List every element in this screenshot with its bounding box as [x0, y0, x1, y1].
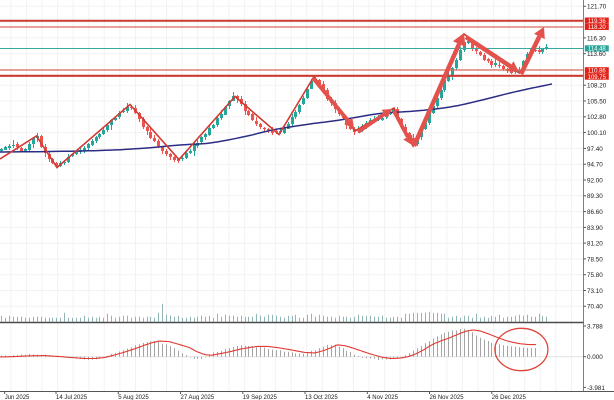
svg-text:26 Dec 2025: 26 Dec 2025 [492, 395, 527, 400]
svg-text:73.10: 73.10 [587, 288, 603, 295]
svg-text:75.80: 75.80 [587, 272, 603, 279]
svg-text:81.20: 81.20 [587, 241, 603, 248]
svg-text:109.75: 109.75 [588, 75, 607, 81]
svg-text:110.86: 110.86 [588, 69, 607, 75]
svg-text:70.40: 70.40 [587, 304, 603, 311]
svg-text:116.30: 116.30 [587, 35, 606, 42]
svg-text:Jun 2025: Jun 2025 [5, 395, 30, 400]
svg-text:78.50: 78.50 [587, 256, 603, 263]
svg-text:5 Aug 2025: 5 Aug 2025 [118, 395, 149, 400]
svg-text:113.60: 113.60 [587, 51, 606, 58]
svg-text:92.00: 92.00 [587, 177, 603, 184]
svg-text:-3.981: -3.981 [587, 385, 605, 392]
svg-text:86.60: 86.60 [587, 209, 603, 216]
svg-text:119.36: 119.36 [588, 19, 607, 25]
svg-text:4 Nov 2025: 4 Nov 2025 [367, 395, 398, 400]
svg-text:3.788: 3.788 [587, 323, 603, 330]
svg-text:102.80: 102.80 [587, 114, 607, 121]
svg-text:83.90: 83.90 [587, 225, 603, 232]
svg-text:89.30: 89.30 [587, 193, 603, 200]
svg-text:14 Jul 2025: 14 Jul 2025 [56, 395, 88, 400]
svg-text:105.50: 105.50 [587, 98, 607, 105]
svg-text:97.40: 97.40 [587, 146, 603, 153]
svg-text:121.70: 121.70 [587, 4, 607, 11]
svg-text:114.48: 114.48 [588, 47, 607, 53]
svg-text:27 Aug 2025: 27 Aug 2025 [181, 395, 215, 400]
svg-text:26 Nov 2025: 26 Nov 2025 [430, 395, 465, 400]
svg-text:13 Oct 2025: 13 Oct 2025 [305, 395, 338, 400]
svg-text:108.20: 108.20 [587, 83, 607, 90]
svg-text:118.20: 118.20 [588, 25, 607, 31]
svg-text:94.70: 94.70 [587, 162, 603, 169]
svg-text:0.000: 0.000 [587, 354, 603, 361]
svg-text:19 Sep 2025: 19 Sep 2025 [243, 395, 278, 400]
svg-text:100.10: 100.10 [587, 130, 607, 137]
